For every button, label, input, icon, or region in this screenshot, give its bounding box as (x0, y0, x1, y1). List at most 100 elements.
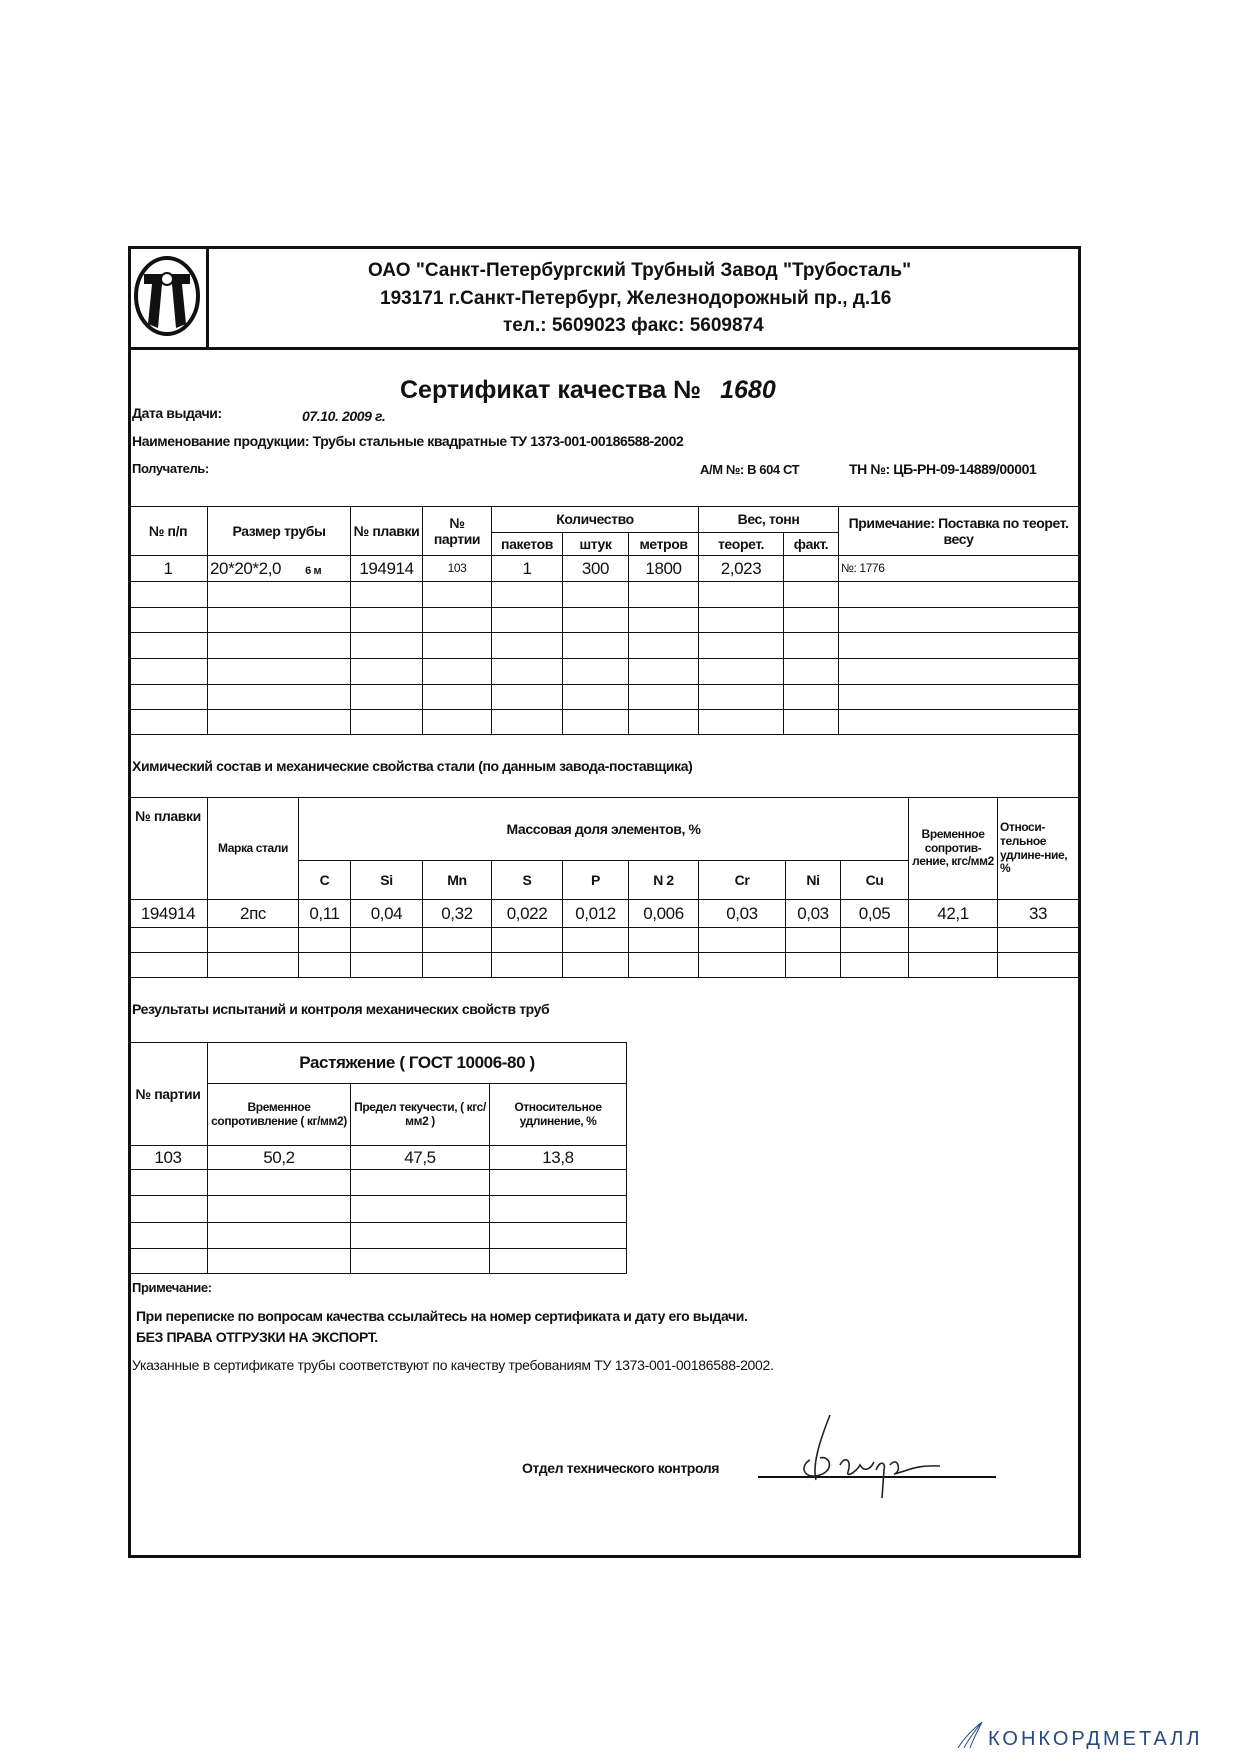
cell-p: 0,012 (562, 899, 629, 928)
length-value: 6 м (305, 564, 322, 577)
header-quantity: Количество (490, 506, 700, 533)
cell-melt: 194914 (128, 899, 208, 928)
company-address: 193171 г.Санкт-Петербург, Железнодорожны… (380, 288, 892, 309)
element-cr: Cr (698, 860, 786, 900)
element-s: S (491, 860, 563, 900)
header-melt: № плавки (350, 506, 423, 556)
certificate-title: Сертификат качества № 1680 (400, 376, 776, 405)
header-note: Примечание: Поставка по теорет. весу (838, 506, 1080, 556)
cell-ni: 0,03 (785, 899, 841, 928)
table-row: 103 50,2 47,5 13,8 (128, 1145, 627, 1170)
element-c: C (298, 860, 351, 900)
certificate-title-text: Сертификат качества № (400, 376, 702, 404)
empty-row (128, 1222, 627, 1249)
notes-line-1: При переписке по вопросам качества ссыла… (136, 1308, 748, 1324)
element-si: Si (350, 860, 423, 900)
company-phones: тел.: 5609023 факс: 5609874 (503, 315, 764, 336)
empty-row (128, 658, 1080, 685)
header-strength: Временное сопротивление ( кг/мм2) (207, 1083, 351, 1146)
cell-yield: 47,5 (350, 1145, 490, 1170)
element-ni: Ni (785, 860, 841, 900)
company-name: ОАО "Санкт-Петербургский Трубный Завод "… (368, 260, 912, 281)
company-logo (128, 246, 209, 347)
cell-cr: 0,03 (698, 899, 786, 928)
empty-row (128, 952, 1080, 978)
header-elongation: Относительное удлинение, % (489, 1083, 627, 1146)
watermark-sail-icon (957, 1722, 983, 1748)
header-meters: метров (627, 532, 700, 556)
cell-strength: 42,1 (908, 899, 999, 928)
empty-row (128, 684, 1080, 710)
mechanical-tests-table: № партии Растяжение ( ГОСТ 10006-80 ) Вр… (128, 1042, 627, 1274)
trubostal-logo-icon (134, 256, 200, 336)
header-num: № п/п (128, 506, 208, 556)
am-number: А/М №: В 604 СТ (700, 462, 800, 477)
header-weight: Вес, тонн (698, 506, 840, 533)
cell-batch: 103 (422, 555, 492, 582)
cell-elongation: 33 (997, 899, 1080, 928)
recipient-label: Получатель: (132, 461, 209, 476)
empty-row (128, 709, 1080, 735)
empty-row (128, 927, 1080, 953)
element-cu: Cu (839, 860, 910, 900)
test-heading: Результаты испытаний и контроля механиче… (132, 1001, 550, 1017)
empty-row (128, 607, 1080, 633)
shipment-table: № п/п Размер трубы № плавки № партии Кол… (128, 506, 1080, 735)
cell-theor: 2,023 (698, 555, 785, 582)
header-theor: теорет. (698, 532, 785, 556)
cell-num: 1 (128, 555, 208, 582)
cell-size: 20*20*2,0 6 м (207, 555, 351, 582)
product-name: Наименование продукции: Трубы стальные к… (132, 433, 684, 449)
date-label: Дата выдачи: (132, 405, 222, 421)
size-value: 20*20*2,0 (210, 558, 282, 578)
signature-line (758, 1476, 996, 1478)
notes-label: Примечание: (132, 1280, 212, 1295)
empty-row (128, 1195, 627, 1223)
element-mn: Mn (422, 860, 492, 900)
header-strength: Временное сопротив-ление, кгс/мм2 (908, 797, 999, 900)
certificate-number: 1680 (720, 376, 776, 404)
table-row: 1 20*20*2,0 6 м 194914 103 1 300 1800 2,0… (128, 555, 1080, 582)
table-row: 194914 2пс 0,11 0,04 0,32 0,022 0,012 0,… (128, 899, 1080, 928)
cell-n2: 0,006 (628, 899, 699, 928)
date-value: 07.10. 2009 г. (302, 408, 386, 424)
header-fact: факт. (783, 532, 840, 556)
cell-grade: 2пс (207, 899, 299, 928)
element-n2: N 2 (628, 860, 699, 900)
watermark-text: КОНКОРДМЕТАЛЛ (988, 1728, 1203, 1750)
header-batch: № партии (422, 506, 492, 556)
empty-row (128, 1248, 627, 1274)
cell-batch: 103 (128, 1145, 208, 1170)
header-elongation: Относи-тельное удлине-ние, % (997, 797, 1080, 900)
header-yield: Предел текучести, ( кгс/мм2 ) (350, 1083, 490, 1146)
cell-s: 0,022 (491, 899, 563, 928)
cell-cu: 0,05 (839, 899, 910, 928)
element-p: P (562, 860, 629, 900)
signature-label: Отдел технического контроля (522, 1460, 720, 1476)
header-grade: Марка стали (207, 797, 299, 900)
signature-icon (803, 1414, 941, 1499)
cell-meters: 1800 (627, 555, 700, 582)
cell-melt: 194914 (350, 555, 423, 582)
tn-number: ТН №: ЦБ-РН-09-14889/00001 (849, 461, 1037, 477)
cell-mn: 0,32 (422, 899, 492, 928)
header-size: Размер трубы (207, 506, 351, 556)
cell-strength: 50,2 (207, 1145, 351, 1170)
chemistry-table: № плавки Марка стали Массовая доля элеме… (128, 797, 1080, 978)
cell-si: 0,04 (350, 899, 423, 928)
header-mass: Массовая доля элементов, % (297, 797, 910, 861)
cell-elongation: 13,8 (489, 1145, 627, 1170)
header-packages: пакетов (491, 532, 563, 556)
notes-line-2: БЕЗ ПРАВА ОТГРУЗКИ НА ЭКСПОРТ. (136, 1329, 378, 1345)
notes-line-3: Указанные в сертификате трубы соответств… (132, 1357, 774, 1373)
chem-heading: Химический состав и механические свойств… (132, 758, 693, 774)
header-batch: № партии (128, 1042, 208, 1146)
cell-pieces: 300 (562, 555, 629, 582)
cell-c: 0,11 (298, 899, 351, 928)
cell-note: №: 1776 (838, 555, 1080, 582)
header-pieces: штук (562, 532, 629, 556)
cell-packages: 1 (491, 555, 563, 582)
empty-row (128, 1169, 627, 1196)
cell-fact (783, 555, 840, 582)
header-divider (128, 347, 1081, 350)
